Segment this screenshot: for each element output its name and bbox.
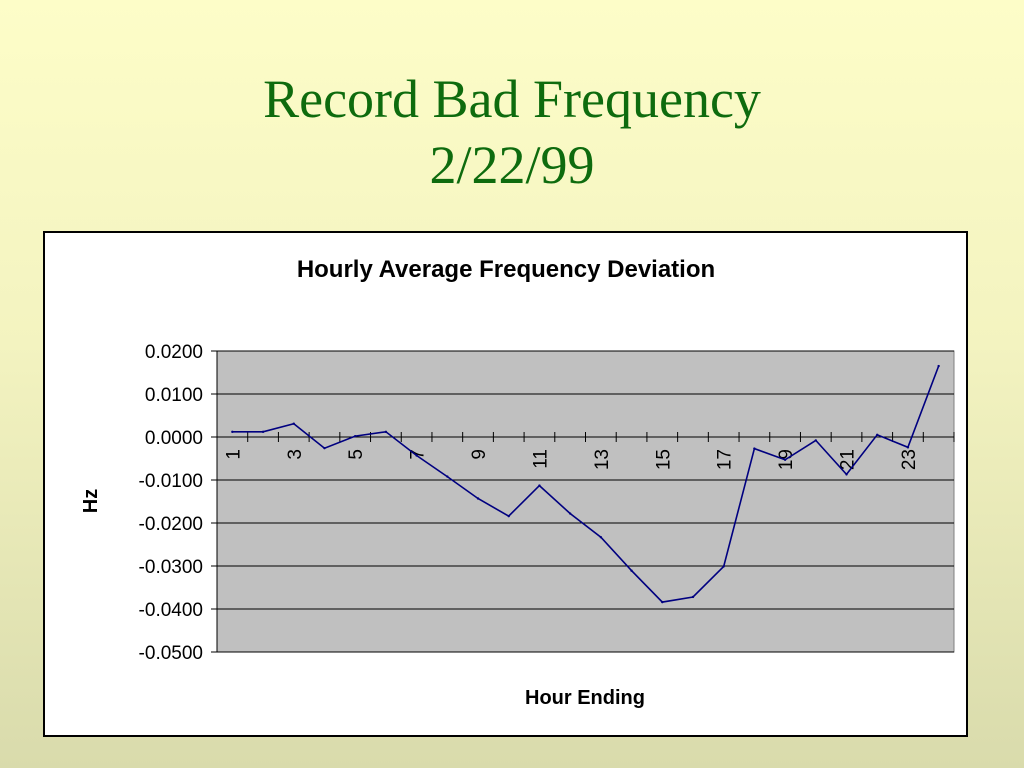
data-point [415, 454, 418, 457]
data-point [353, 434, 357, 438]
plot-area [216, 350, 955, 653]
data-point [231, 430, 234, 434]
x-tick-label: 3 [285, 449, 306, 460]
data-point [753, 447, 756, 450]
data-point [568, 512, 572, 515]
data-point [691, 595, 695, 599]
x-tick-label: 17 [715, 449, 736, 470]
data-point [476, 497, 480, 500]
line-chart: Hourly Average Frequency Deviation 0.0200… [80, 256, 955, 709]
data-point [876, 433, 879, 437]
data-point [722, 565, 725, 568]
x-axis-label: Hour Ending [525, 687, 645, 709]
data-point [906, 446, 910, 449]
data-point [814, 439, 818, 442]
data-point [845, 473, 848, 476]
y-tick-label: -0.0100 [139, 471, 203, 492]
y-tick-label: 0.0000 [145, 428, 203, 449]
y-axis-label: Hz [80, 489, 102, 513]
slide-title: Record Bad Frequency 2/22/99 [0, 66, 1024, 198]
data-point [630, 569, 633, 572]
series-line [232, 365, 940, 603]
data-point [507, 514, 510, 518]
y-tick-label: 0.0200 [145, 342, 203, 363]
slide-title-line1: Record Bad Frequency [263, 69, 761, 129]
data-point [599, 535, 603, 539]
data-point [937, 364, 940, 368]
data-point [384, 430, 388, 434]
x-tick-label: 23 [899, 449, 920, 470]
chart-frame: Hourly Average Frequency Deviation 0.0200… [43, 231, 968, 737]
y-tick-label: 0.0100 [145, 385, 203, 406]
x-tick-label: 5 [346, 449, 367, 460]
x-tick-label: 9 [469, 449, 490, 460]
y-tick-label: -0.0200 [139, 514, 203, 535]
data-point [292, 422, 295, 425]
y-tick-label: -0.0500 [139, 643, 203, 664]
chart-title: Hourly Average Frequency Deviation [297, 256, 715, 283]
data-point [783, 458, 787, 461]
x-tick-label: 1 [223, 449, 244, 460]
data-point [446, 475, 449, 478]
data-point [661, 600, 664, 604]
x-tick-label: 11 [530, 449, 551, 469]
data-point [261, 430, 265, 434]
x-tick-label: 7 [408, 449, 429, 460]
y-tick-label: -0.0400 [139, 600, 203, 621]
data-point [323, 446, 326, 450]
slide-title-line2: 2/22/99 [429, 135, 595, 195]
x-tick-label: 13 [592, 449, 613, 470]
x-tick-label: 15 [653, 449, 674, 470]
data-point [538, 484, 541, 487]
y-tick-label: -0.0300 [139, 557, 203, 578]
